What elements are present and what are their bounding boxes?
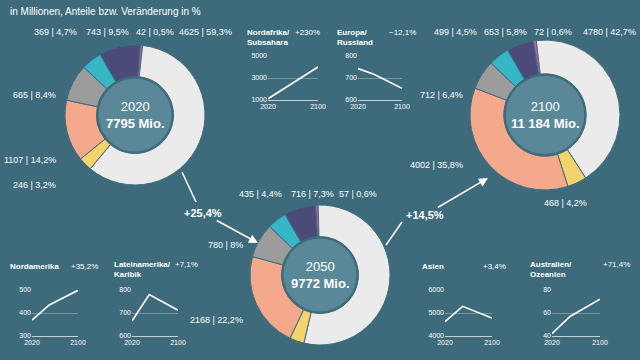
svg-text:20509772 Mio.: 20509772 Mio. — [291, 259, 350, 291]
svg-text:712 | 6,4%: 712 | 6,4% — [420, 90, 463, 100]
svg-text:600: 600 — [119, 332, 131, 339]
svg-text:Asien: Asien — [422, 262, 444, 271]
svg-text:653 | 5,8%: 653 | 5,8% — [484, 27, 527, 37]
svg-text:800: 800 — [119, 286, 131, 293]
svg-text:2100: 2100 — [394, 103, 410, 110]
svg-text:400: 400 — [19, 309, 31, 316]
svg-text:2020: 2020 — [124, 339, 140, 346]
svg-text:+25,4%: +25,4% — [184, 207, 222, 219]
svg-text:2100: 2100 — [484, 339, 500, 346]
svg-text:600: 600 — [345, 96, 357, 103]
svg-text:2020: 2020 — [437, 339, 453, 346]
svg-text:4625 | 59,3%: 4625 | 59,3% — [179, 27, 232, 37]
svg-text:780 | 8%: 780 | 8% — [208, 240, 243, 250]
svg-text:1107 | 14,2%: 1107 | 14,2% — [4, 155, 56, 165]
svg-text:665 | 8,4%: 665 | 8,4% — [13, 90, 56, 100]
svg-text:−12,1%: −12,1% — [389, 28, 416, 37]
svg-text:5000: 5000 — [251, 52, 267, 59]
svg-text:6000: 6000 — [428, 286, 444, 293]
svg-text:468 | 4,2%: 468 | 4,2% — [544, 198, 587, 208]
svg-text:Nordafrika/Subsahara: Nordafrika/Subsahara — [247, 28, 290, 47]
svg-text:700: 700 — [119, 309, 131, 316]
svg-text:+35,2%: +35,2% — [71, 262, 98, 271]
svg-text:60: 60 — [543, 309, 551, 316]
svg-text:in Millionen, Anteile bzw. Ver: in Millionen, Anteile bzw. Veränderung i… — [10, 6, 201, 17]
svg-text:2100: 2100 — [170, 339, 186, 346]
svg-text:+230%: +230% — [295, 28, 320, 37]
svg-text:2100: 2100 — [592, 339, 608, 346]
svg-text:300: 300 — [19, 332, 31, 339]
svg-text:Lateinamerika/Karibik: Lateinamerika/Karibik — [114, 260, 171, 279]
svg-text:435 | 4,4%: 435 | 4,4% — [239, 189, 282, 199]
svg-text:2020: 2020 — [544, 339, 560, 346]
svg-text:800: 800 — [345, 52, 357, 59]
svg-text:5000: 5000 — [428, 309, 444, 316]
svg-text:20207795 Mio.: 20207795 Mio. — [106, 99, 165, 131]
svg-text:+14,5%: +14,5% — [406, 209, 444, 221]
svg-text:369 | 4,7%: 369 | 4,7% — [34, 27, 77, 37]
svg-text:499 | 4,5%: 499 | 4,5% — [434, 27, 477, 37]
svg-text:500: 500 — [19, 286, 31, 293]
svg-text:4002 | 35,8%: 4002 | 35,8% — [410, 160, 463, 170]
svg-text:+71,4%: +71,4% — [603, 260, 630, 269]
svg-text:40: 40 — [543, 332, 551, 339]
svg-text:57 | 0,6%: 57 | 0,6% — [339, 189, 377, 199]
svg-text:42 | 0,5%: 42 | 0,5% — [136, 27, 174, 37]
svg-text:+3,4%: +3,4% — [483, 262, 506, 271]
svg-text:72 | 0,6%: 72 | 0,6% — [534, 27, 572, 37]
svg-text:Australien/Ozeanien: Australien/Ozeanien — [530, 260, 572, 279]
svg-text:Europa/Russland: Europa/Russland — [337, 28, 373, 47]
svg-text:+7,1%: +7,1% — [175, 260, 198, 269]
svg-text:3000: 3000 — [251, 74, 267, 81]
svg-text:Nordamerika: Nordamerika — [10, 262, 59, 271]
svg-text:700: 700 — [345, 74, 357, 81]
svg-text:2020: 2020 — [24, 339, 40, 346]
svg-text:743 | 9,5%: 743 | 9,5% — [86, 27, 129, 37]
svg-text:2020: 2020 — [260, 103, 276, 110]
svg-text:246 | 3,2%: 246 | 3,2% — [13, 180, 56, 190]
svg-text:2100: 2100 — [70, 339, 86, 346]
svg-text:2168 | 22,2%: 2168 | 22,2% — [190, 315, 243, 325]
svg-text:4780 | 42,7%: 4780 | 42,7% — [583, 27, 636, 37]
svg-text:80: 80 — [543, 286, 551, 293]
svg-text:716 | 7,3%: 716 | 7,3% — [291, 189, 334, 199]
svg-text:2100: 2100 — [310, 103, 326, 110]
svg-text:2020: 2020 — [350, 103, 366, 110]
svg-text:1000: 1000 — [251, 96, 267, 103]
svg-text:210011 184 Mio.: 210011 184 Mio. — [511, 99, 580, 131]
svg-text:4000: 4000 — [428, 332, 444, 339]
